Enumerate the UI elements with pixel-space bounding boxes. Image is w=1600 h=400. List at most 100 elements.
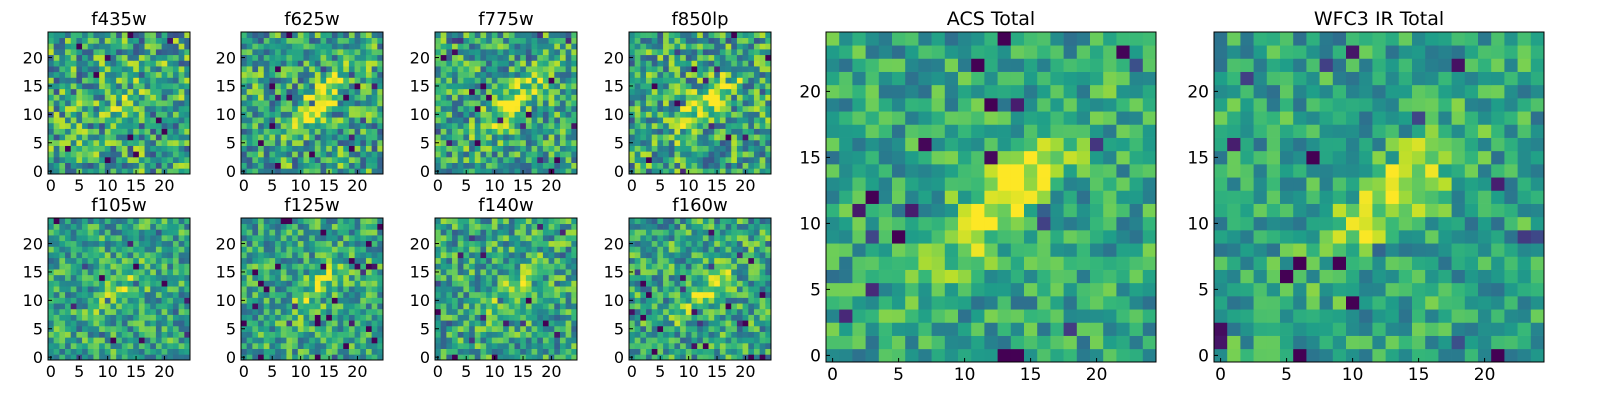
heatmap-cell — [748, 71, 755, 78]
heatmap-cell — [127, 337, 134, 344]
heatmap-cell — [765, 348, 772, 355]
heatmap-cell — [59, 88, 66, 95]
heatmap-cell — [116, 337, 123, 344]
heatmap-cell — [87, 252, 94, 259]
heatmap-cell — [765, 297, 772, 304]
heatmap-cell — [343, 263, 350, 270]
heatmap-cell — [377, 139, 384, 146]
heatmap-cell — [138, 257, 145, 264]
heatmap-cell — [99, 246, 106, 253]
heatmap-cell — [241, 145, 248, 152]
heatmap-cell — [320, 274, 327, 281]
heatmap-cell — [691, 269, 698, 276]
heatmap-cell — [246, 54, 253, 61]
heatmap-cell — [491, 122, 498, 129]
heatmap-cell — [53, 94, 60, 101]
heatmap-cell — [685, 105, 692, 112]
heatmap-cell — [491, 274, 498, 281]
heatmap-cell — [514, 325, 521, 332]
heatmap-cell — [331, 156, 338, 163]
heatmap-cell — [292, 100, 299, 107]
heatmap-cell — [491, 263, 498, 270]
heatmap-cell — [474, 303, 481, 310]
heatmap-cell — [116, 257, 123, 264]
heatmap-cell — [127, 168, 134, 175]
heatmap-cell — [685, 122, 692, 129]
heatmap-cell — [275, 100, 282, 107]
y-tick-label: 20 — [410, 234, 430, 253]
heatmap-cell — [161, 139, 168, 146]
heatmap-cell — [337, 111, 344, 118]
heatmap-cell — [110, 88, 117, 95]
heatmap-cell — [309, 66, 316, 73]
heatmap-cell — [365, 218, 372, 225]
heatmap-cell — [663, 71, 670, 78]
heatmap-cell — [503, 54, 510, 61]
heatmap-cell — [303, 83, 310, 90]
heatmap-cell — [110, 269, 117, 276]
heatmap-cell — [303, 297, 310, 304]
heatmap-cell — [371, 286, 378, 293]
heatmap-cell — [554, 134, 561, 141]
heatmap-cell — [657, 269, 664, 276]
heatmap-cell — [121, 354, 128, 361]
heatmap-cell — [116, 320, 123, 327]
heatmap-cell — [748, 269, 755, 276]
heatmap-cell — [354, 134, 361, 141]
heatmap-cell — [537, 246, 544, 253]
heatmap-cell — [116, 49, 123, 56]
heatmap-cell — [150, 218, 157, 225]
heatmap-cell — [714, 286, 721, 293]
heatmap-cell — [365, 32, 372, 39]
heatmap-cell — [702, 111, 709, 118]
heatmap-cell — [765, 263, 772, 270]
heatmap-cell — [348, 156, 355, 163]
heatmap-cell — [371, 252, 378, 259]
heatmap-cell — [354, 49, 361, 56]
heatmap-cell — [138, 354, 145, 361]
heatmap-cell — [133, 342, 140, 349]
heatmap-cell — [674, 252, 681, 259]
heatmap-cell — [241, 337, 248, 344]
heatmap-cell — [480, 94, 487, 101]
heatmap-cell — [70, 145, 77, 152]
heatmap-cell — [65, 286, 72, 293]
heatmap-cell — [480, 337, 487, 344]
heatmap-cell — [674, 337, 681, 344]
heatmap-cell — [748, 263, 755, 270]
heatmap-cell — [121, 94, 128, 101]
heatmap-cell — [252, 303, 259, 310]
heatmap-cell — [275, 111, 282, 118]
heatmap-cell — [127, 235, 134, 242]
heatmap-cell — [491, 32, 498, 39]
heatmap-cell — [286, 128, 293, 135]
heatmap-cell — [503, 257, 510, 264]
heatmap-cell — [435, 229, 442, 236]
heatmap-cell — [297, 66, 304, 73]
heatmap-cell — [646, 49, 653, 56]
heatmap-cell — [76, 263, 83, 270]
heatmap-cell — [537, 354, 544, 361]
heatmap-cell — [497, 286, 504, 293]
x-tick-label: 20 — [347, 362, 367, 381]
heatmap-cell — [241, 252, 248, 259]
heatmap-cell — [337, 77, 344, 84]
heatmap-cell — [514, 156, 521, 163]
heatmap-cell — [435, 77, 442, 84]
heatmap-cell — [59, 274, 66, 281]
heatmap-cell — [440, 269, 447, 276]
heatmap-cell — [559, 60, 566, 67]
heatmap-cell — [70, 325, 77, 332]
heatmap-cell — [697, 139, 704, 146]
heatmap-cell — [303, 151, 310, 158]
heatmap-cell — [178, 66, 185, 73]
heatmap-cell — [314, 117, 321, 124]
heatmap-cell — [531, 297, 538, 304]
heatmap-cell — [354, 286, 361, 293]
heatmap-cell — [691, 348, 698, 355]
heatmap-cell — [309, 100, 316, 107]
heatmap-cell — [360, 162, 367, 169]
heatmap-cell — [121, 168, 128, 175]
heatmap-cell — [503, 218, 510, 225]
heatmap-cell — [469, 128, 476, 135]
